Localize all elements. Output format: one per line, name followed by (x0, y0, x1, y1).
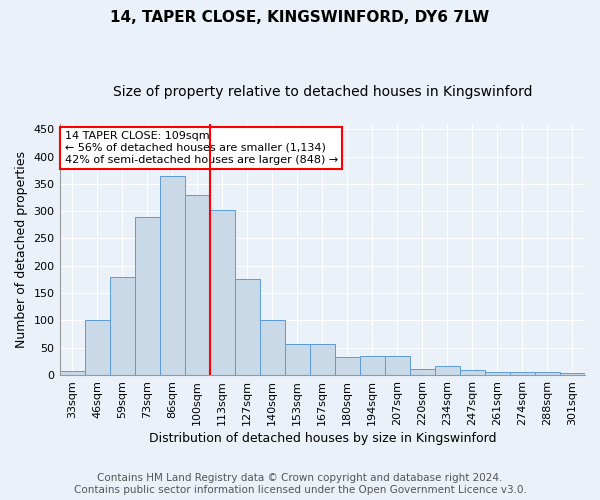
Text: Contains HM Land Registry data © Crown copyright and database right 2024.
Contai: Contains HM Land Registry data © Crown c… (74, 474, 526, 495)
Bar (185, 195, 209, 375)
Bar (134, 216, 160, 375)
Bar (460, 370, 485, 375)
Bar (59, 370, 85, 375)
Bar (535, 372, 560, 375)
Bar (260, 320, 285, 375)
Bar (385, 356, 410, 375)
Bar (360, 356, 385, 375)
Text: 14 TAPER CLOSE: 109sqm
← 56% of detached houses are smaller (1,134)
42% of semi-: 14 TAPER CLOSE: 109sqm ← 56% of detached… (65, 132, 338, 164)
Bar (510, 372, 535, 375)
Title: Size of property relative to detached houses in Kingswinford: Size of property relative to detached ho… (113, 85, 532, 99)
Y-axis label: Number of detached properties: Number of detached properties (15, 151, 28, 348)
Bar (310, 344, 335, 375)
Bar (410, 368, 435, 375)
Bar (485, 372, 510, 375)
Bar (435, 366, 460, 375)
Text: 14, TAPER CLOSE, KINGSWINFORD, DY6 7LW: 14, TAPER CLOSE, KINGSWINFORD, DY6 7LW (110, 10, 490, 25)
Bar (235, 280, 260, 375)
Bar (560, 373, 585, 375)
Bar (160, 176, 185, 375)
Bar (335, 357, 360, 375)
Bar (85, 320, 110, 375)
X-axis label: Distribution of detached houses by size in Kingswinford: Distribution of detached houses by size … (149, 432, 496, 445)
Bar (285, 344, 310, 375)
Bar (209, 210, 235, 375)
Bar (110, 276, 134, 375)
